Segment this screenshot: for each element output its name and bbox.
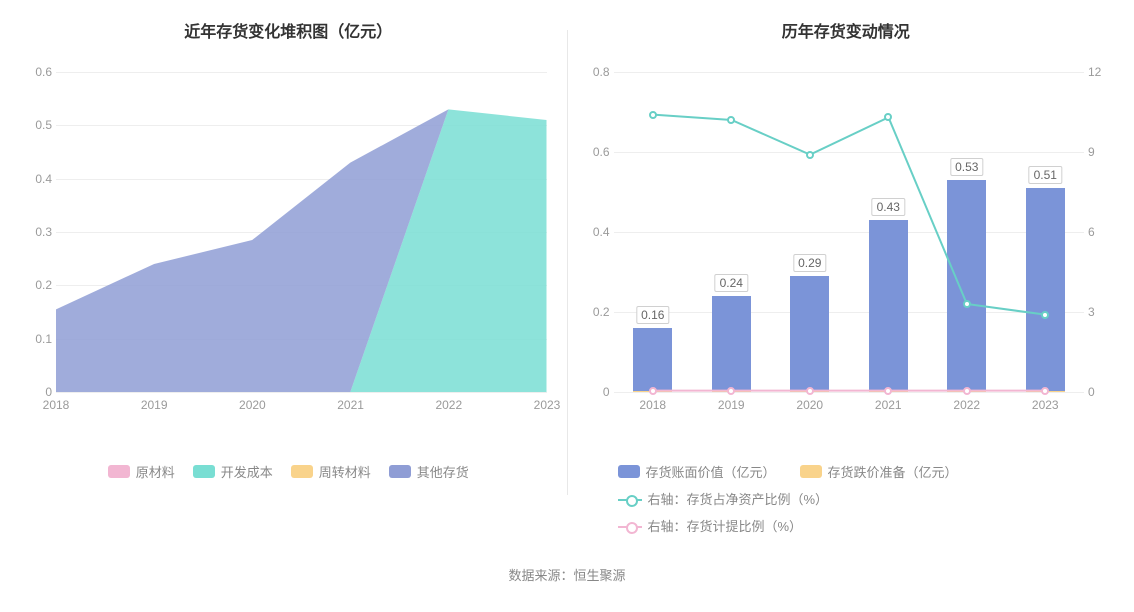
- y-axis-tick-label: 0.6: [35, 65, 52, 79]
- y-left-tick-label: 0.2: [593, 305, 610, 319]
- x-axis-tick-label: 2021: [337, 398, 364, 412]
- x-axis-tick-label: 2018: [639, 398, 666, 412]
- x-axis-tick-label: 2018: [43, 398, 70, 412]
- line-point: [963, 387, 971, 395]
- legend-item[interactable]: 其他存货: [389, 462, 469, 481]
- y-left-tick-label: 0.4: [593, 225, 610, 239]
- right-chart-area: 0 0.2 0.4 0.6 0.8 0 3 6 9 12 2018 2019 2020 2021 2022 2…: [578, 62, 1115, 422]
- y-axis-tick-label: 0.5: [35, 118, 52, 132]
- right-chart-title: 历年存货变动情况: [578, 18, 1115, 42]
- legend-label: 开发成本: [221, 462, 273, 481]
- line-point: [1041, 387, 1049, 395]
- legend-swatch: [108, 465, 130, 478]
- y-left-tick-label: 0.6: [593, 145, 610, 159]
- legend-label: 右轴：存货占净资产比例（%）: [648, 489, 829, 508]
- y-right-tick-label: 12: [1088, 65, 1101, 79]
- x-axis-tick-label: 2019: [718, 398, 745, 412]
- x-axis-tick-label: 2020: [239, 398, 266, 412]
- y-left-tick-label: 0.8: [593, 65, 610, 79]
- y-right-tick-label: 9: [1088, 145, 1095, 159]
- line-point: [884, 387, 892, 395]
- line-point: [806, 387, 814, 395]
- y-right-tick-label: 0: [1088, 385, 1095, 399]
- legend-swatch-line: [618, 493, 642, 505]
- legend-label: 其他存货: [417, 462, 469, 481]
- line-point: [806, 151, 814, 159]
- x-axis-tick-label: 2023: [534, 398, 561, 412]
- y-axis-tick-label: 0.2: [35, 278, 52, 292]
- y-axis-tick-label: 0.4: [35, 172, 52, 186]
- x-axis-tick-label: 2021: [875, 398, 902, 412]
- data-source-footer: 数据来源：恒生聚源: [10, 565, 1124, 584]
- legend-item[interactable]: 右轴：存货计提比例（%）: [618, 516, 803, 535]
- left-legend: 原材料 开发成本 周转材料 其他存货: [20, 462, 557, 481]
- x-axis-tick-label: 2022: [435, 398, 462, 412]
- line-point: [649, 111, 657, 119]
- legend-item[interactable]: 右轴：存货占净资产比例（%）: [618, 489, 829, 508]
- x-axis-tick-label: 2022: [953, 398, 980, 412]
- legend-swatch: [291, 465, 313, 478]
- y-right-tick-label: 3: [1088, 305, 1095, 319]
- line-point: [1041, 311, 1049, 319]
- legend-label: 周转材料: [319, 462, 371, 481]
- legend-item[interactable]: 存货账面价值（亿元）: [618, 462, 776, 481]
- legend-item[interactable]: 周转材料: [291, 462, 371, 481]
- legend-item[interactable]: 存货跌价准备（亿元）: [800, 462, 958, 481]
- y-axis-tick-label: 0: [45, 385, 52, 399]
- legend-item[interactable]: 开发成本: [193, 462, 273, 481]
- legend-label: 存货账面价值（亿元）: [646, 462, 776, 481]
- legend-swatch-line: [618, 520, 642, 532]
- line-series: [653, 115, 1045, 315]
- left-chart-title: 近年存货变化堆积图（亿元）: [20, 18, 557, 42]
- left-plot: 00.10.20.30.40.50.6201820192020202120222…: [56, 72, 547, 392]
- y-left-tick-label: 0: [603, 385, 610, 399]
- line-point: [727, 387, 735, 395]
- left-panel: 近年存货变化堆积图（亿元） 00.10.20.30.40.50.62018201…: [10, 10, 567, 535]
- line-point: [649, 387, 657, 395]
- right-plot: 00.20.40.60.8036912201820192020202120222…: [614, 72, 1085, 392]
- legend-label: 存货跌价准备（亿元）: [828, 462, 958, 481]
- left-chart-area: 00.10.20.30.40.50.6201820192020202120222…: [20, 62, 557, 422]
- charts-container: 近年存货变化堆积图（亿元） 00.10.20.30.40.50.62018201…: [10, 10, 1124, 535]
- right-legend: 存货账面价值（亿元） 存货跌价准备（亿元） 右轴：存货占净资产比例（%） 右轴：存货计…: [618, 462, 1115, 535]
- x-axis-tick-label: 2020: [796, 398, 823, 412]
- y-right-tick-label: 6: [1088, 225, 1095, 239]
- legend-swatch: [389, 465, 411, 478]
- legend-swatch: [800, 465, 822, 478]
- y-axis-tick-label: 0.3: [35, 225, 52, 239]
- x-axis-tick-label: 2019: [141, 398, 168, 412]
- legend-swatch: [618, 465, 640, 478]
- legend-label: 原材料: [136, 462, 175, 481]
- line-point: [963, 300, 971, 308]
- y-axis-tick-label: 0.1: [35, 332, 52, 346]
- right-panel: 历年存货变动情况 0 0.2 0.4 0.6 0.8 0 3 6 9 12 2018 2019 2020…: [568, 10, 1125, 535]
- legend-item[interactable]: 原材料: [108, 462, 175, 481]
- legend-swatch: [193, 465, 215, 478]
- legend-label: 右轴：存货计提比例（%）: [648, 516, 803, 535]
- x-axis-tick-label: 2023: [1032, 398, 1059, 412]
